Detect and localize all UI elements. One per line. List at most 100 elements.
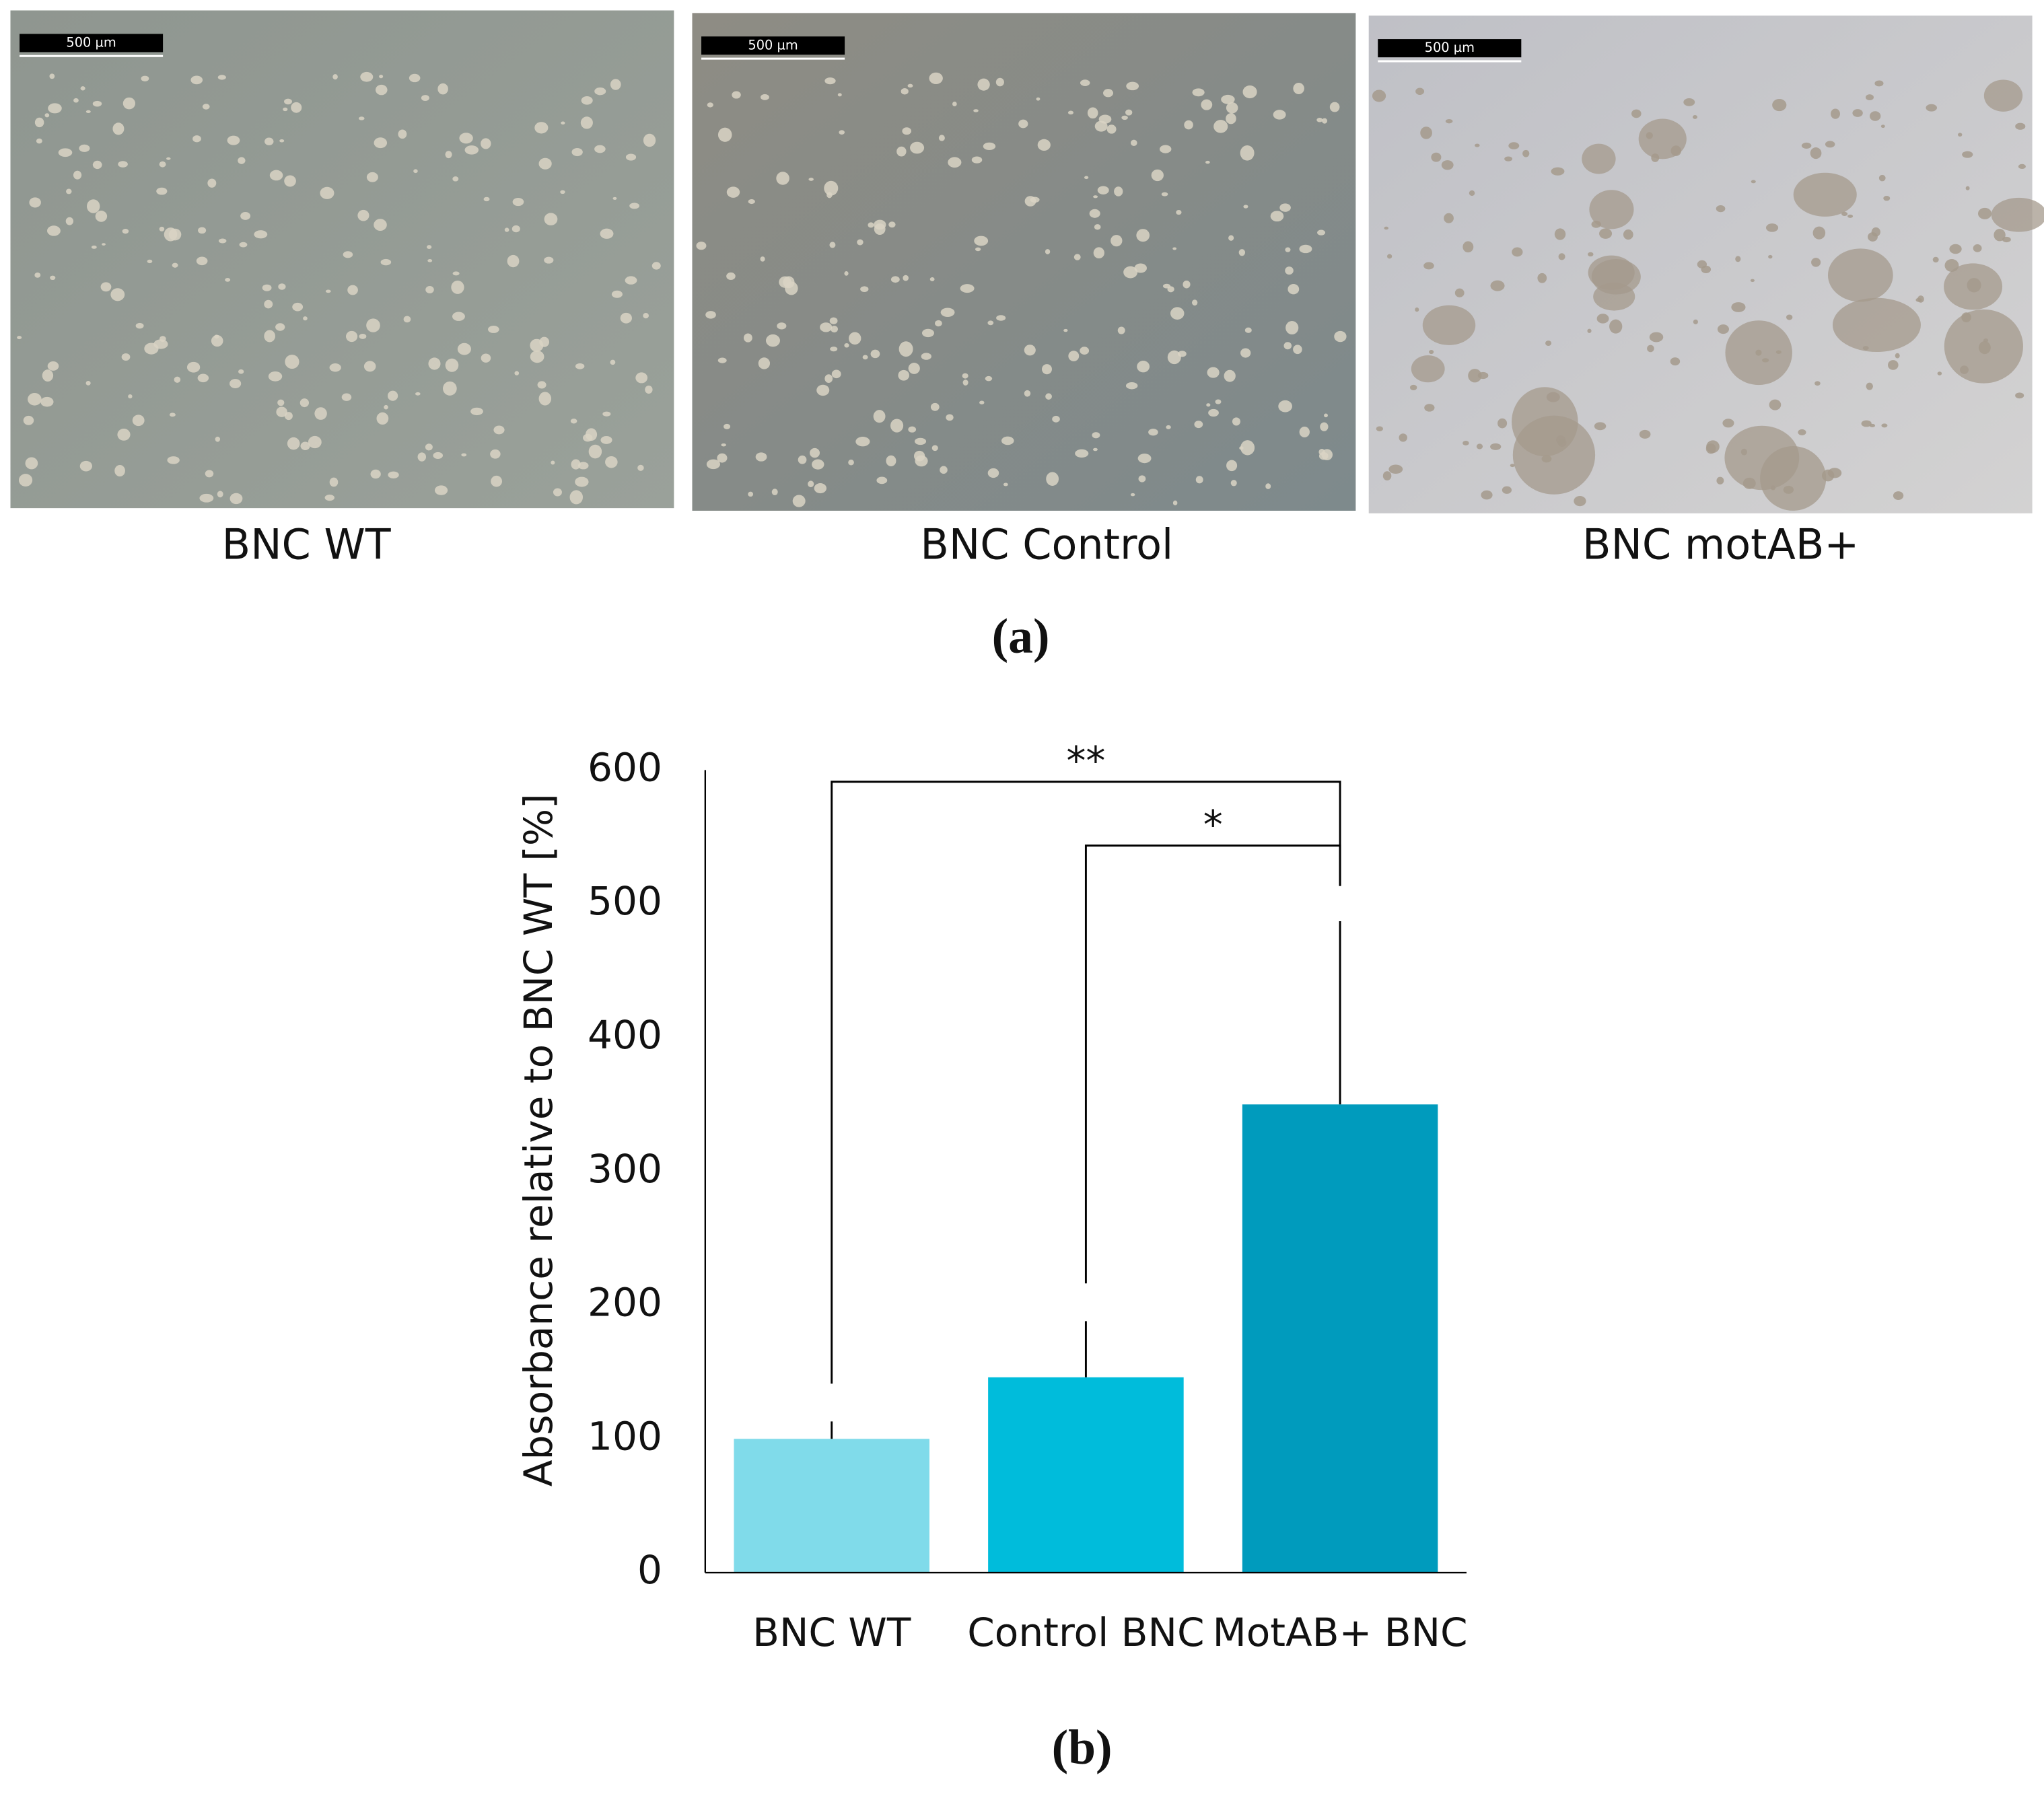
cell	[1322, 118, 1328, 124]
cell	[777, 322, 787, 330]
cell	[610, 359, 616, 365]
cell	[366, 318, 380, 332]
cell	[1599, 228, 1613, 239]
cell	[724, 423, 731, 429]
cell	[427, 259, 433, 262]
cell	[732, 91, 741, 99]
cell	[873, 410, 886, 423]
cell	[1265, 483, 1271, 489]
cell	[1588, 255, 1635, 290]
y-tick-label: 0	[637, 1547, 662, 1593]
cell	[283, 107, 288, 112]
cell	[1722, 419, 1734, 428]
cell	[706, 459, 720, 470]
cell	[1205, 160, 1210, 164]
cell	[264, 299, 273, 309]
cell	[100, 282, 112, 292]
cell	[464, 145, 479, 155]
cell	[588, 444, 602, 459]
cell	[987, 320, 994, 326]
cell	[974, 236, 989, 246]
cell	[1810, 147, 1822, 159]
cell	[215, 436, 221, 442]
cell	[443, 381, 457, 396]
cell	[530, 350, 544, 363]
cell	[1869, 111, 1881, 121]
cell	[80, 86, 85, 91]
cell	[34, 272, 41, 278]
cell	[1388, 464, 1403, 474]
cell	[370, 469, 381, 479]
image-caption: BNC Control	[920, 519, 1173, 569]
cell	[1228, 235, 1234, 241]
cell	[73, 170, 82, 180]
x-tick-label: Control BNC	[967, 1610, 1204, 1655]
cell	[384, 404, 388, 410]
cell	[205, 470, 214, 478]
cell	[929, 277, 935, 281]
cell	[1409, 384, 1417, 391]
micrograph	[10, 10, 674, 509]
cell	[1522, 149, 1530, 157]
cell	[798, 455, 807, 464]
cell	[637, 464, 644, 471]
cell	[611, 290, 623, 298]
cell	[977, 78, 990, 91]
cell	[1045, 393, 1052, 400]
cell	[1160, 145, 1172, 153]
cell	[1384, 226, 1389, 230]
cell	[996, 315, 1006, 321]
cell	[174, 376, 181, 383]
cell	[610, 79, 621, 90]
cell	[717, 357, 727, 363]
cell	[112, 122, 125, 135]
cell	[192, 135, 201, 143]
cell	[1706, 440, 1720, 454]
cell	[1206, 403, 1211, 407]
cell	[46, 225, 61, 236]
cell	[1609, 319, 1623, 334]
cell	[360, 71, 374, 82]
cell	[1170, 307, 1185, 320]
cell	[425, 443, 433, 451]
cell	[1693, 319, 1698, 324]
cell	[1208, 408, 1219, 417]
cell	[837, 93, 842, 97]
cell	[504, 227, 509, 232]
cell	[1084, 176, 1089, 180]
cell	[2015, 122, 2026, 130]
cell	[896, 146, 907, 157]
scale-bar	[1378, 39, 1522, 58]
cell	[345, 330, 358, 343]
cell	[1865, 94, 1874, 101]
cell	[91, 245, 97, 249]
cell	[826, 192, 833, 199]
cell	[1243, 205, 1248, 209]
cell	[202, 104, 210, 110]
cell	[1716, 205, 1726, 213]
cell	[1462, 441, 1469, 445]
cell	[1631, 109, 1642, 118]
cell	[65, 217, 74, 225]
cell	[1926, 104, 1938, 112]
cell	[792, 495, 806, 507]
cell	[890, 276, 900, 283]
cell	[507, 254, 520, 268]
cell	[1502, 486, 1512, 494]
cell	[1125, 109, 1133, 116]
cell	[144, 343, 159, 355]
cell	[451, 280, 464, 294]
cell	[948, 157, 962, 168]
cell	[445, 151, 452, 159]
cell	[1821, 469, 1835, 482]
cell	[66, 188, 72, 194]
cell	[421, 95, 429, 102]
cell	[147, 259, 153, 264]
cell	[1554, 228, 1566, 240]
cell	[1962, 151, 1973, 158]
cell	[291, 102, 302, 113]
cell	[279, 139, 285, 143]
cell	[726, 186, 740, 198]
cell	[1073, 254, 1081, 260]
